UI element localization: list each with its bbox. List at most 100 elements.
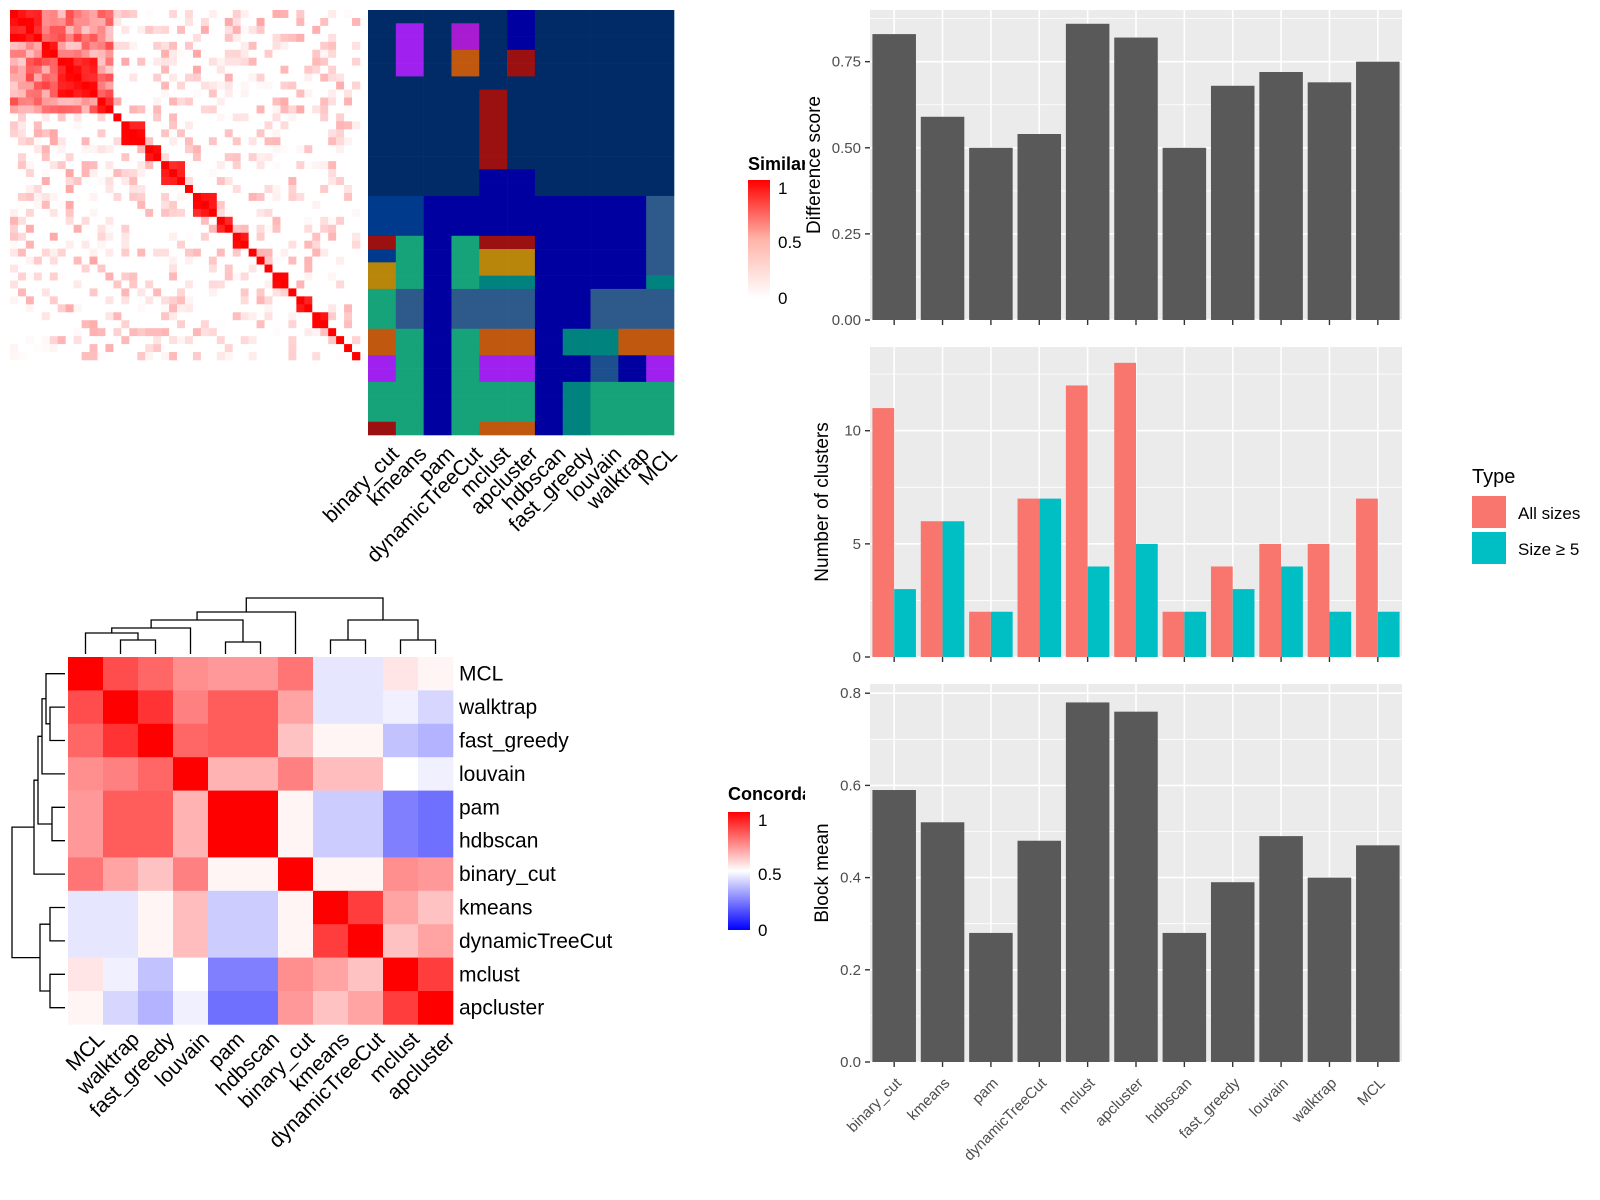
similarity-cell xyxy=(17,10,27,19)
similarity-cell xyxy=(129,153,138,162)
membership-cell-MCL xyxy=(646,102,675,117)
similarity-cell xyxy=(296,81,305,90)
similarity-cell xyxy=(33,232,43,241)
similarity-cell xyxy=(232,33,241,43)
similarity-cell xyxy=(73,248,82,257)
similarity-cell xyxy=(296,336,305,345)
similarity-cell xyxy=(57,185,66,194)
membership-cell-fast_greedy xyxy=(562,169,591,183)
similarity-cell xyxy=(33,57,43,66)
similarity-cell xyxy=(288,240,297,249)
similarity-cell xyxy=(232,169,241,178)
similarity-cell xyxy=(49,177,59,186)
similarity-cell xyxy=(232,161,241,170)
similarity-cell xyxy=(344,232,353,241)
membership-cell-kmeans xyxy=(395,89,424,104)
similarity-cell xyxy=(49,264,59,273)
similarity-cell xyxy=(192,137,202,146)
similarity-cell xyxy=(17,17,27,27)
similarity-cell xyxy=(216,25,226,35)
similarity-cell xyxy=(296,49,305,59)
similarity-cell xyxy=(185,280,194,289)
similarity-cell xyxy=(89,224,98,234)
similarity-cell xyxy=(248,336,257,345)
similarity-cell xyxy=(57,280,66,289)
similarity-cell xyxy=(137,10,146,19)
similarity-cell xyxy=(248,81,257,90)
similarity-cell xyxy=(121,280,130,289)
similarity-cell xyxy=(17,200,27,210)
similarity-cell xyxy=(200,320,210,329)
similarity-cell xyxy=(248,344,257,353)
similarity-cell xyxy=(248,153,257,162)
similarity-cell xyxy=(320,49,329,59)
similarity-cell xyxy=(97,81,106,90)
similarity-cell xyxy=(328,129,337,138)
membership-cell-apcluster xyxy=(507,395,536,409)
membership-cell-mclust xyxy=(479,408,508,423)
similarity-cell xyxy=(137,288,146,297)
similarity-cell xyxy=(89,344,98,353)
type-legend: Type All sizes Size ≥ 5 xyxy=(1472,466,1580,564)
concordance-cell-louvain-mclust xyxy=(383,757,419,791)
membership-cell-louvain xyxy=(590,368,619,383)
similarity-cell xyxy=(145,288,154,297)
similarity-cell xyxy=(224,264,234,273)
membership-cell-binary_cut xyxy=(368,315,397,330)
similarity-cell xyxy=(216,328,226,337)
similarity-cell xyxy=(89,129,98,138)
similarity-cell xyxy=(224,288,234,297)
similarity-cell xyxy=(304,264,313,273)
similarity-cell xyxy=(185,89,194,98)
membership-cell-fast_greedy xyxy=(562,408,591,423)
similarity-cell xyxy=(200,328,210,337)
membership-cell-pam xyxy=(423,142,452,157)
concordance-cell-walktrap-walktrap xyxy=(103,690,139,725)
similarity-cell xyxy=(65,256,74,265)
similarity-cell xyxy=(129,161,138,170)
similarity-cell xyxy=(320,256,329,265)
membership-cell-apcluster xyxy=(507,182,536,197)
similarity-cell xyxy=(65,145,74,154)
similarity-cell xyxy=(97,49,106,59)
similarity-cell xyxy=(320,280,329,289)
similarity-cell xyxy=(200,304,210,313)
similarity-cell xyxy=(17,224,27,234)
similarity-cell xyxy=(105,256,114,265)
similarity-cell xyxy=(216,57,226,66)
similarity-cell xyxy=(328,192,337,202)
similarity-cell xyxy=(352,145,361,154)
similarity-cell xyxy=(208,192,218,202)
similarity-cell xyxy=(10,57,19,66)
similarity-cell xyxy=(65,25,74,35)
similarity-cell xyxy=(344,312,353,321)
membership-cell-fast_greedy xyxy=(562,342,591,356)
similarity-cell xyxy=(312,161,321,170)
membership-cell-dynamicTreeCut xyxy=(451,169,480,183)
similarity-cell xyxy=(240,177,249,186)
membership-cell-binary_cut xyxy=(368,63,397,77)
similarity-cell xyxy=(89,248,98,257)
membership-cell-kmeans xyxy=(395,129,424,144)
similarity-cell xyxy=(81,232,90,241)
similarity-cell xyxy=(177,232,186,241)
similarity-cell xyxy=(65,121,74,130)
similarity-cell xyxy=(153,248,162,257)
similarity-cell xyxy=(17,57,27,66)
similarity-cell xyxy=(81,320,90,329)
similarity-cell xyxy=(41,177,51,186)
similarity-cell xyxy=(240,121,249,130)
similarity-cell xyxy=(121,113,130,122)
similarity-cell xyxy=(33,256,43,265)
similarity-cell xyxy=(65,89,74,98)
similarity-cell xyxy=(216,113,226,122)
similarity-cell xyxy=(192,57,202,66)
bar-kmeans-size5 xyxy=(942,521,965,657)
similarity-cell xyxy=(320,113,329,122)
similarity-cell xyxy=(97,272,106,281)
similarity-cell xyxy=(296,57,305,66)
concordance-cell-fast_greedy-mclust xyxy=(383,723,419,758)
membership-cell-mclust xyxy=(479,182,508,197)
concordance-cell-pam-hdbscan xyxy=(243,790,279,825)
similarity-cell xyxy=(296,121,305,130)
